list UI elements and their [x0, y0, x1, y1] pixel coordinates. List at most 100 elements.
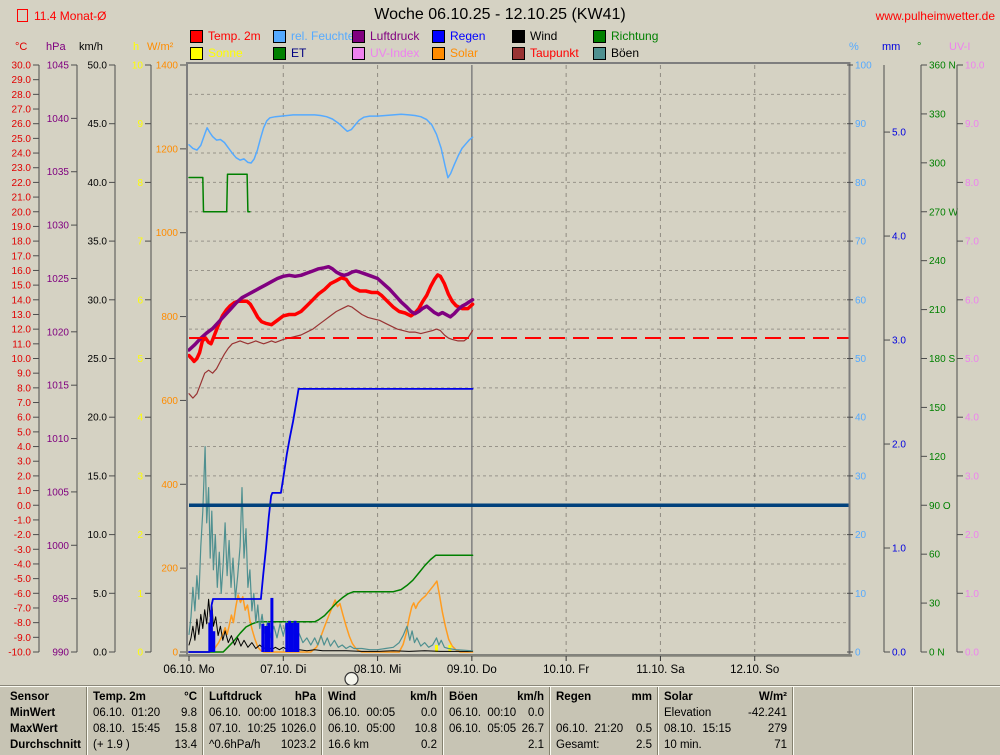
axis-hpa-unit: hPa [46, 41, 66, 53]
axis-h-label: 2 [137, 530, 143, 541]
series-temp-2m [187, 273, 475, 364]
sensor-unit: km/h [410, 691, 437, 703]
sensor-unit: °C [184, 691, 197, 703]
x-label-08-10-mi: 08.10. Mi [354, 664, 401, 676]
stats-col-luftdruck: Luftdruck hPa 06.10. 00:00 1018.3 07.10. 10:… [203, 687, 322, 755]
axis-kmh-label: 40.0 [88, 178, 108, 189]
x-label-09-10-do: 09.10. Do [447, 664, 497, 676]
axis-h-label: 7 [137, 237, 143, 248]
series-wind [188, 598, 474, 652]
axis-hpa-label: 1035 [47, 167, 70, 178]
axis-h-label: 1 [137, 589, 143, 600]
x-label-06-10-mo: 06.10. Mo [163, 664, 214, 676]
axis-wm2-label: 1000 [156, 228, 179, 239]
legend-label: Sonne [208, 46, 243, 60]
min-row-time: 06.10. 00:00 [209, 707, 277, 719]
axis-temp-label: 11.0 [12, 339, 31, 350]
stats-header-row: Luftdruck hPa [209, 689, 316, 705]
richtung-swatch-icon [593, 30, 606, 43]
axis-temp-label: 3.0 [17, 457, 31, 468]
axis-temp-label: -6.0 [14, 589, 32, 600]
axis-wm2-label: 1400 [156, 61, 179, 72]
site-link[interactable]: www.pulheimwetter.de [875, 9, 995, 23]
row-label-maxwert: MaxWert [10, 723, 58, 735]
stats-header-row: Wind km/h [328, 689, 437, 705]
min-row-value: 9.8 [181, 707, 197, 719]
avg-row [799, 737, 907, 753]
axis-hpa-label: 990 [52, 648, 69, 659]
legend-item-luftdruck: Luftdruck [352, 28, 432, 45]
axis-temp-label: 4.0 [17, 442, 31, 453]
avg-row-value: 13.4 [174, 739, 197, 751]
max-row: 06.10. 21:20 0.5 [556, 721, 652, 737]
axis-temp-label: 14.0 [12, 295, 32, 306]
axis-uv-label: 9.0 [965, 119, 979, 130]
stats-col-empty-7 [913, 687, 1000, 755]
axis-mm-label: 4.0 [892, 232, 906, 243]
axis-temp-label: -4.0 [14, 559, 32, 570]
axis-hpa-label: 1005 [47, 487, 70, 498]
axis-mm-unit: mm [882, 41, 900, 53]
stats-col-empty-6 [793, 687, 913, 755]
max-row-time: 08.10. 15:45 [93, 723, 161, 735]
series-boeen [188, 446, 474, 652]
axis-wm2-label: 600 [161, 396, 178, 407]
series-taupunkt [188, 305, 474, 399]
axis-h-label: 3 [137, 471, 143, 482]
axis-pct-label: 0 [855, 648, 861, 659]
axis-pct-unit: % [849, 41, 859, 53]
axis-temp-label: -7.0 [14, 603, 32, 614]
axis-h-unit: h [133, 41, 139, 53]
max-row: 06.10. 05:00 10.8 [328, 721, 437, 737]
min-row-time: Elevation [664, 707, 712, 719]
axis-temp-label: 9.0 [17, 369, 31, 380]
avg-row: 2.1 [449, 737, 544, 753]
axis-h-label: 5 [137, 354, 143, 365]
min-row-time: 06.10. 01:20 [93, 707, 161, 719]
legend-item-b-en: Böen [593, 45, 688, 62]
avg-row: Gesamt: 2.5 [556, 737, 652, 753]
axis-deg-label: 30 [929, 599, 941, 610]
series-regen-summe [188, 388, 474, 653]
sensor-unit: km/h [517, 691, 544, 703]
legend-item-sonne: Sonne [190, 45, 273, 62]
axis-temp-label: 2.0 [17, 471, 31, 482]
legend-label: Taupunkt [530, 46, 579, 60]
month-average-label: 11.4 Monat-Ø [34, 9, 107, 23]
taupunkt-swatch-icon [512, 47, 525, 60]
stats-col-b-en: Böen km/h 06.10. 00:10 0.0 06.10. 05:05 26.7 2… [443, 687, 550, 755]
chart-legend: Temp. 2m rel. Feuchte Luftdruck Regen Wind Ri… [190, 28, 688, 62]
max-row-value: 10.8 [414, 723, 437, 735]
max-row-time: 06.10. 05:05 [449, 723, 517, 735]
sensor-name: Luftdruck [209, 691, 263, 703]
axis-h-label: 9 [137, 119, 143, 130]
axis-temp-label: 30.0 [12, 61, 32, 72]
axis-temp-label: -5.0 [14, 574, 32, 585]
max-row [799, 721, 907, 737]
axis-temp-label: 8.0 [17, 383, 31, 394]
wind-swatch-icon [512, 30, 525, 43]
axis-uv-label: 3.0 [965, 471, 979, 482]
axis-temp-label: 7.0 [17, 398, 31, 409]
legend-label: Böen [611, 46, 640, 60]
axis-mm-label: 5.0 [892, 128, 906, 139]
sensor-name: Regen [556, 691, 592, 703]
axis-kmh-label: 15.0 [88, 471, 108, 482]
legend-label: UV-Index [370, 46, 420, 60]
axis-hpa-label: 1045 [47, 61, 70, 72]
max-row: 07.10. 10:25 1026.0 [209, 721, 316, 737]
axis-temp-label: 0.0 [17, 501, 31, 512]
legend-item-wind: Wind [512, 28, 593, 45]
max-row: 08.10. 15:15 279 [664, 721, 787, 737]
legend-item-rel-feuchte: rel. Feuchte [273, 28, 354, 45]
stats-col-temp-2m: Temp. 2m °C 06.10. 01:20 9.8 08.10. 15:45 15.… [87, 687, 203, 755]
sonne-swatch-icon [190, 47, 203, 60]
stats-col-wind: Wind km/h 06.10. 00:05 0.0 06.10. 05:00 10.8 1… [322, 687, 443, 755]
max-row-time: 07.10. 10:25 [209, 723, 277, 735]
avg-row: (+ 1.9 ) 13.4 [93, 737, 197, 753]
axis-temp-label: 17.0 [12, 251, 32, 262]
axis-uv-label: 10.0 [965, 61, 985, 72]
stats-header-row: Böen km/h [449, 689, 544, 705]
axis-h-label: 6 [137, 295, 143, 306]
axis-wm2-label: 0 [172, 648, 178, 659]
